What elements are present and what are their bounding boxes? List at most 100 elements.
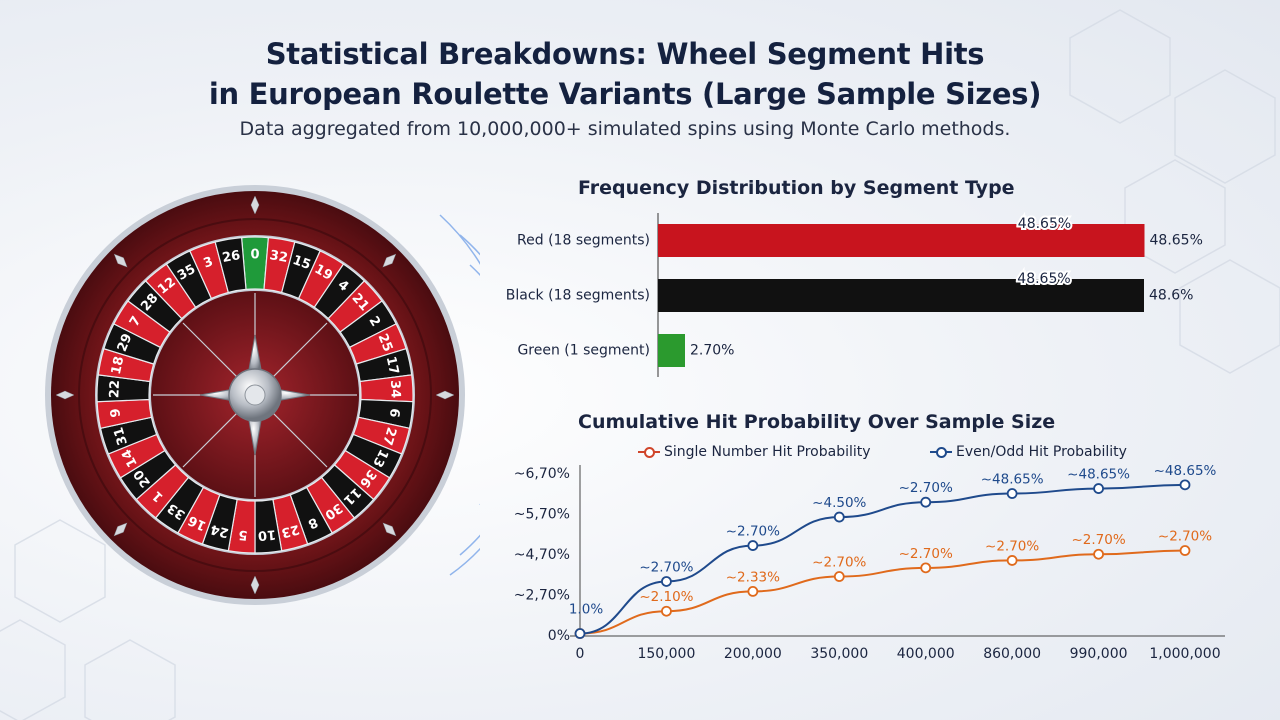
point-value-label: ~2.70% xyxy=(899,546,953,562)
wheel-pocket-number: 15 xyxy=(291,253,313,273)
point-value-label: ~2.70% xyxy=(812,555,866,571)
wheel-pocket-number: 32 xyxy=(269,248,289,266)
wheel-pocket-number: 27 xyxy=(379,425,399,447)
wheel-diamond xyxy=(250,575,260,595)
roulette-wheel-icon: 0 32 15 19421225173462713361130823105241633… xyxy=(45,185,480,605)
point-value-label: ~4.50% xyxy=(812,495,866,511)
series-point xyxy=(1093,483,1104,494)
series-point xyxy=(574,628,586,639)
wheel-pocket-number: 6 xyxy=(386,407,402,418)
bar-category-label: Green (1 segment) xyxy=(517,343,650,359)
series-point xyxy=(1093,548,1104,560)
point-value-label: 1.0% xyxy=(569,602,603,618)
line-chart-title: Cumulative Hit Probability Over Sample S… xyxy=(578,411,1056,433)
wheel-pocket-number: 5 xyxy=(238,527,248,543)
point-value-label: ~48.65% xyxy=(981,472,1044,488)
legend-single-number: Single Number Hit Probability xyxy=(638,444,871,460)
wheel-diamond xyxy=(250,195,260,215)
wheel-diamond xyxy=(435,390,455,400)
wheel-pocket-number: 0 xyxy=(250,248,259,263)
wheel-diamond xyxy=(113,253,128,268)
series-point xyxy=(747,586,759,597)
y-tick-label: 0% xyxy=(548,628,570,644)
x-tick-label: 0 xyxy=(576,646,585,662)
bar-inner-value-label: 48.65% xyxy=(1018,216,1071,232)
wheel-pocket-number: 29 xyxy=(115,332,136,354)
page-title-line-2: in European Roulette Variants (Large Sam… xyxy=(208,77,1042,111)
wheel-pocket-number: 23 xyxy=(280,521,301,540)
legend-marker-icon xyxy=(930,445,952,459)
legend-marker-icon xyxy=(638,445,660,459)
line-chart: 0% ~2,70% ~4,70% ~5,70% ~6,70% 0 150,000 200,00… xyxy=(514,463,1225,662)
page-subtitle: Data aggregated from 10,000,000+ simulat… xyxy=(239,118,1011,140)
wheel-pocket-number: 24 xyxy=(209,521,230,540)
point-value-label: ~2.70% xyxy=(639,559,693,575)
wheel-pocket-number: 16 xyxy=(186,512,209,533)
wheel-pocket-number: 17 xyxy=(383,355,401,376)
bar-value-label: 2.70% xyxy=(690,343,734,359)
bar-chart-title: Frequency Distribution by Segment Type xyxy=(578,177,1015,199)
point-value-label: ~2.10% xyxy=(639,589,693,605)
y-tick-label: ~4,70% xyxy=(514,547,570,563)
point-value-label: ~48.65% xyxy=(1154,463,1217,479)
series-point xyxy=(833,511,845,523)
wheel-pocket-number: 26 xyxy=(221,248,241,266)
series-point xyxy=(661,576,672,587)
series-point xyxy=(1006,555,1018,566)
x-tick-label: 150,000 xyxy=(637,646,695,662)
wheel-diamond xyxy=(382,253,397,268)
series-point xyxy=(1179,479,1191,491)
point-value-label: ~2.70% xyxy=(1071,532,1125,548)
x-tick-label: 200,000 xyxy=(724,646,782,662)
point-value-label: ~2.70% xyxy=(899,480,953,496)
legend-label-single: Single Number Hit Probability xyxy=(664,444,871,460)
x-tick-label: 990,000 xyxy=(1070,646,1128,662)
y-tick-label: ~2,70% xyxy=(514,588,570,604)
bar-green xyxy=(658,334,685,367)
wheel-pocket-number: 13 xyxy=(369,447,391,470)
legend-label-even-odd: Even/Odd Hit Probability xyxy=(956,444,1127,460)
wheel-pocket-number: 34 xyxy=(387,380,403,399)
legend-even-odd: Even/Odd Hit Probability xyxy=(930,444,1127,460)
wheel-pocket-number: 9 xyxy=(108,407,124,418)
x-tick-label: 400,000 xyxy=(897,646,955,662)
y-tick-label: ~6,70% xyxy=(514,466,570,482)
point-value-label: ~2.70% xyxy=(1158,529,1212,545)
wheel-pocket-number: 10 xyxy=(257,526,276,542)
wheel-diamond xyxy=(113,522,128,537)
x-tick-label: 860,000 xyxy=(983,646,1041,662)
point-value-label: ~2.70% xyxy=(726,524,780,540)
x-tick-label: 350,000 xyxy=(810,646,868,662)
bar-red xyxy=(658,224,1145,257)
bar-value-label: 48.65% xyxy=(1150,233,1203,249)
series-point xyxy=(1006,488,1018,499)
wheel-diamond xyxy=(55,390,75,400)
bar-chart: Red (18 segments) 48.65% 48.65% Black (18 s… xyxy=(506,213,1203,377)
wheel-pocket-number: 22 xyxy=(107,380,123,399)
series-point xyxy=(1179,545,1191,556)
bar-category-label: Black (18 segments) xyxy=(506,288,650,304)
series-point xyxy=(920,562,932,574)
series-point xyxy=(747,540,759,551)
wheel-pocket-number: 18 xyxy=(109,355,127,376)
series-point xyxy=(661,605,672,617)
series-line-0 xyxy=(579,549,1186,635)
series-point xyxy=(833,571,845,582)
wheel-pocket xyxy=(214,236,247,294)
wheel-pocket-number: 31 xyxy=(111,425,131,447)
page-title-line-1: Statistical Breakdowns: Wheel Segment Hi… xyxy=(265,37,985,71)
bar-black xyxy=(658,279,1144,312)
bar-value-label: 48.6% xyxy=(1149,288,1193,304)
point-value-label: ~2.33% xyxy=(726,569,780,585)
bar-inner-value-label: 48.65% xyxy=(1017,271,1070,287)
wheel-pocket-number: 14 xyxy=(119,447,141,470)
wheel-diamond xyxy=(382,522,397,537)
wheel-pocket-number: 25 xyxy=(375,332,396,354)
bar-category-label: Red (18 segments) xyxy=(517,233,650,249)
y-tick-label: ~5,70% xyxy=(514,507,570,523)
x-tick-label: 1,000,000 xyxy=(1149,646,1220,662)
point-value-label: ~48.65% xyxy=(1067,467,1130,483)
point-value-label: ~2.70% xyxy=(985,538,1039,554)
series-point xyxy=(920,496,932,508)
